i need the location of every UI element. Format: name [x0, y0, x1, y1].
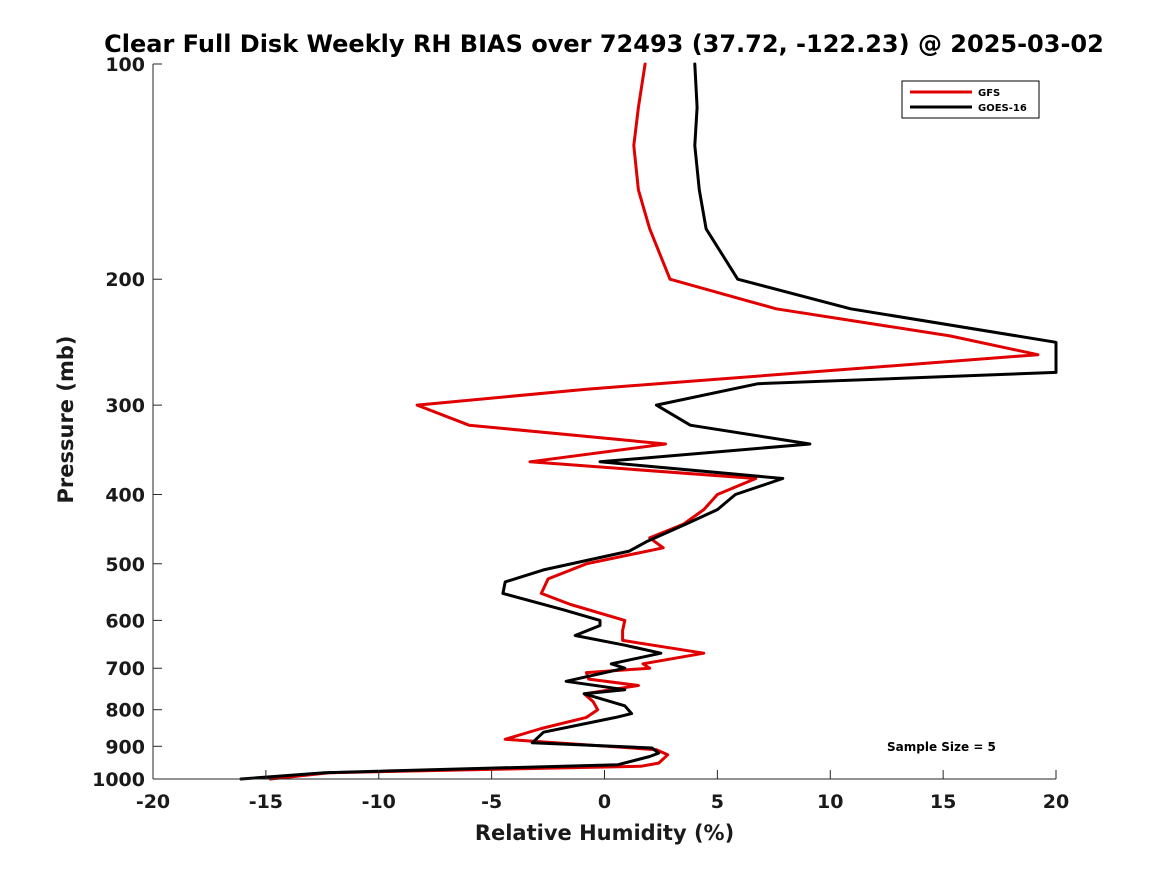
legend-label-gfs: GFS	[978, 88, 1000, 99]
x-tick-label: -20	[136, 791, 170, 813]
series-layer	[239, 62, 1058, 781]
x-tick-label: 15	[930, 791, 956, 813]
y-tick-label: 200	[105, 269, 145, 291]
legend-box	[901, 80, 1040, 119]
series-line-gfs	[268, 62, 1040, 781]
x-tick-label: 0	[598, 791, 611, 813]
y-tick-label: 500	[105, 554, 145, 576]
x-tick-label: 20	[1043, 791, 1069, 813]
x-tick-label: 10	[817, 791, 843, 813]
legend: GFS GOES-16	[901, 80, 1040, 119]
legend-label-goes-16: GOES-16	[978, 103, 1027, 114]
x-tick-layer: -20 -15 -10 -5 0 5 10 15 20	[136, 770, 1069, 813]
series-line-goes-16	[239, 62, 1058, 781]
y-axis-label: Pressure (mb)	[54, 336, 78, 504]
x-tick-label: -15	[249, 791, 283, 813]
y-tick-label: 1000	[92, 769, 145, 791]
x-axis-label: Relative Humidity (%)	[475, 821, 734, 845]
y-tick-label: 400	[105, 484, 145, 506]
x-tick-label: 5	[711, 791, 724, 813]
y-tick-label: 100	[105, 54, 145, 76]
y-tick-label: 300	[105, 395, 145, 417]
chart-title: Clear Full Disk Weekly RH BIAS over 7249…	[104, 30, 1104, 58]
x-tick-label: -5	[481, 791, 502, 813]
y-tick-layer: 100 200 300 400 500 600 700 800 900 1000	[92, 54, 162, 791]
y-tick-label: 800	[105, 700, 145, 722]
sample-size-annotation: Sample Size = 5	[887, 740, 996, 754]
plot-area	[153, 64, 1056, 779]
y-tick-label: 900	[105, 736, 145, 758]
x-tick-label: -10	[362, 791, 396, 813]
y-tick-label: 600	[105, 610, 145, 632]
plot-background	[153, 64, 1056, 779]
y-tick-label: 700	[105, 658, 145, 680]
